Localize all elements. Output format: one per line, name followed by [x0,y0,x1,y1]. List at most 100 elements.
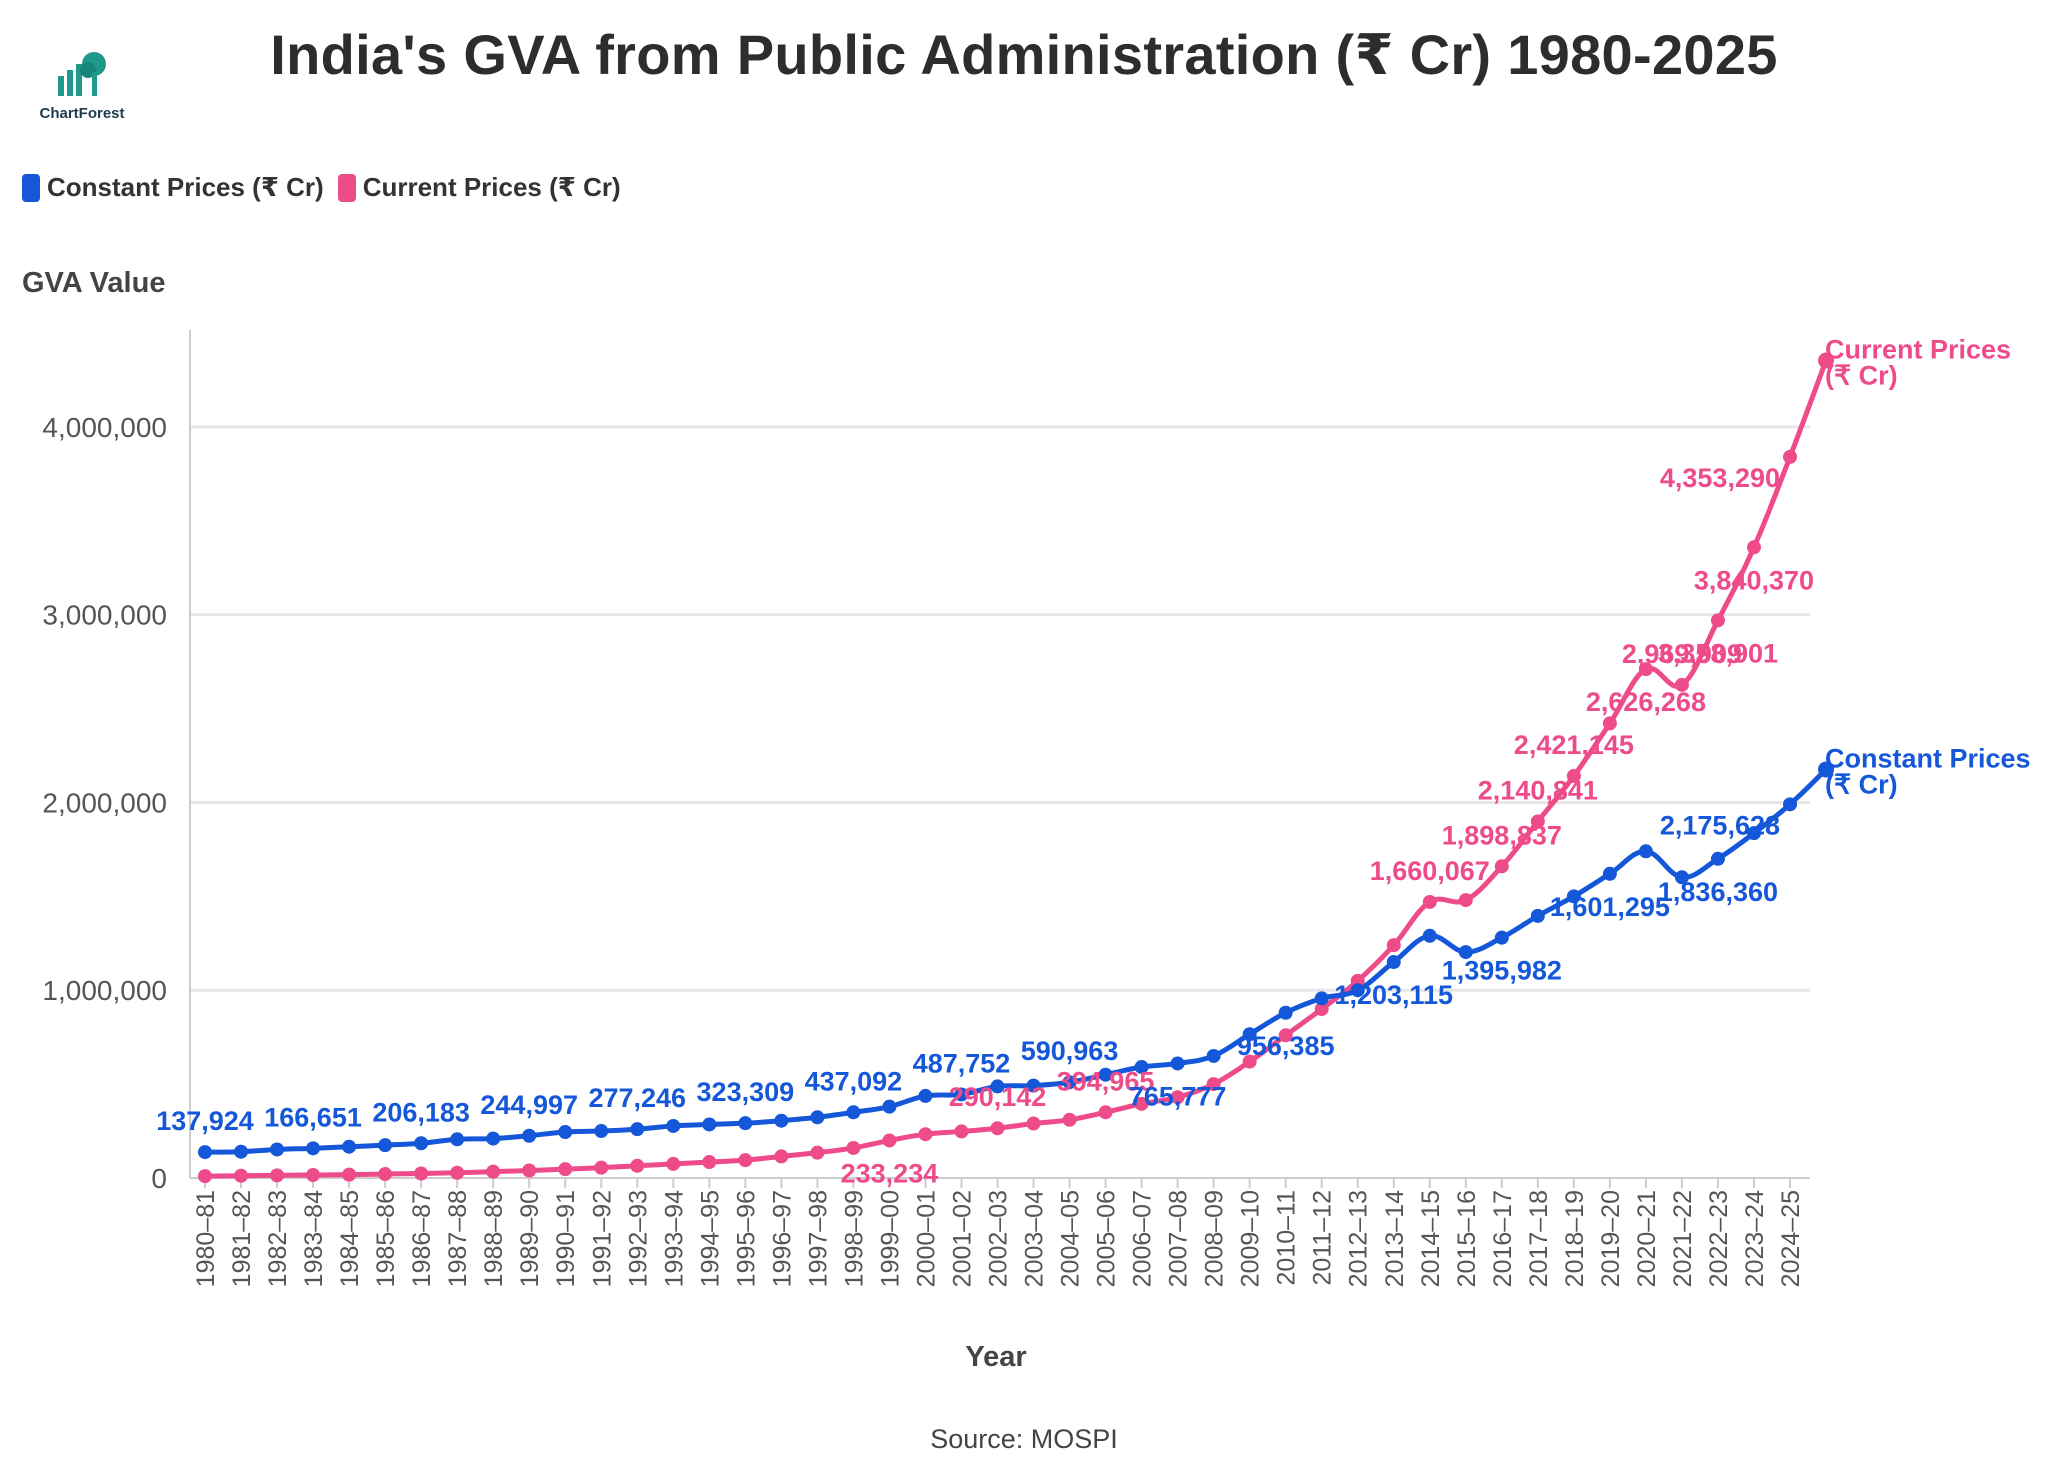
point-current[interactable] [846,1140,861,1155]
point-current[interactable] [522,1163,537,1178]
point-constant[interactable] [810,1110,825,1125]
point-current[interactable] [1602,716,1617,731]
point-constant[interactable] [342,1139,357,1154]
point-constant[interactable] [306,1141,321,1156]
point-constant[interactable] [1134,1060,1149,1075]
point-current[interactable] [450,1165,465,1180]
point-constant[interactable] [1206,1048,1221,1063]
point-current[interactable] [486,1164,501,1179]
point-current[interactable] [1098,1105,1113,1120]
point-current[interactable] [1206,1077,1221,1092]
point-constant[interactable] [1350,983,1365,998]
data-label-current: 2,969,909 [1622,639,1742,669]
point-constant[interactable] [1314,991,1329,1006]
point-constant[interactable] [738,1116,753,1131]
legend-item-constant[interactable]: Constant Prices (₹ Cr) [22,172,324,203]
point-current[interactable] [1818,352,1835,369]
point-current[interactable] [918,1127,933,1142]
point-current[interactable] [810,1145,825,1160]
point-constant[interactable] [270,1142,285,1157]
point-constant[interactable] [882,1099,897,1114]
point-constant[interactable] [1566,889,1581,904]
point-constant[interactable] [1242,1027,1257,1042]
point-current[interactable] [1134,1096,1149,1111]
point-current[interactable] [630,1158,645,1173]
point-current[interactable] [1710,613,1725,628]
point-current[interactable] [306,1167,321,1182]
point-current[interactable] [1746,540,1761,555]
point-constant[interactable] [1494,930,1509,945]
legend-item-current[interactable]: Current Prices (₹ Cr) [337,172,621,203]
point-current[interactable] [1566,768,1581,783]
point-current[interactable] [1530,814,1545,829]
point-constant[interactable] [1818,761,1835,778]
point-constant[interactable] [414,1136,429,1151]
point-constant[interactable] [1602,866,1617,881]
point-constant[interactable] [1062,1075,1077,1090]
point-current[interactable] [1422,894,1437,909]
point-constant[interactable] [630,1122,645,1137]
point-current[interactable] [954,1124,969,1139]
point-constant[interactable] [594,1124,609,1139]
point-current[interactable] [1242,1054,1257,1069]
point-current[interactable] [1386,938,1401,953]
point-constant[interactable] [1278,1005,1293,1020]
point-constant[interactable] [486,1131,501,1146]
point-current[interactable] [990,1121,1005,1136]
point-constant[interactable] [1530,908,1545,923]
point-constant[interactable] [198,1145,212,1160]
point-constant[interactable] [1746,826,1761,841]
point-current[interactable] [702,1155,717,1170]
y-axis-label: GVA Value [22,267,165,299]
point-current[interactable] [1062,1112,1077,1127]
point-current[interactable] [738,1153,753,1168]
point-constant[interactable] [450,1132,465,1147]
point-constant[interactable] [1710,851,1725,866]
point-current[interactable] [270,1168,285,1183]
point-constant[interactable] [378,1138,393,1153]
point-constant[interactable] [702,1117,717,1132]
point-constant[interactable] [1386,955,1401,970]
point-constant[interactable] [1458,945,1473,960]
point-current[interactable] [378,1167,393,1182]
point-current[interactable] [1458,893,1473,908]
point-current[interactable] [1674,677,1689,692]
point-constant[interactable] [234,1144,249,1159]
point-current[interactable] [1638,662,1653,677]
data-label-current: 3,840,370 [1694,565,1814,595]
point-current[interactable] [594,1160,609,1175]
point-current[interactable] [1026,1116,1041,1131]
point-current[interactable] [1278,1028,1293,1043]
point-current[interactable] [198,1169,212,1184]
point-current[interactable] [1170,1090,1185,1105]
point-constant[interactable] [522,1128,537,1143]
point-constant[interactable] [1026,1078,1041,1093]
point-constant[interactable] [666,1118,681,1133]
point-constant[interactable] [1170,1056,1185,1071]
point-current[interactable] [1494,859,1509,874]
point-current[interactable] [234,1168,249,1183]
point-constant[interactable] [1098,1067,1113,1082]
point-current[interactable] [666,1156,681,1171]
point-current[interactable] [342,1167,357,1182]
x-tick-label: 1985–86 [372,1190,400,1287]
point-constant[interactable] [954,1087,969,1102]
point-current[interactable] [1314,1002,1329,1016]
point-current[interactable] [558,1162,573,1177]
point-constant[interactable] [1422,928,1437,943]
point-current[interactable] [882,1133,897,1148]
point-current[interactable] [1783,449,1797,464]
y-tick-label: 0 [151,1163,167,1194]
point-constant[interactable] [1783,797,1797,812]
point-constant[interactable] [846,1105,861,1120]
point-constant[interactable] [918,1088,933,1103]
point-constant[interactable] [558,1124,573,1139]
point-current[interactable] [774,1149,789,1164]
point-constant[interactable] [990,1079,1005,1094]
x-tick-label: 1995–96 [732,1190,760,1287]
point-constant[interactable] [1674,870,1689,885]
point-current[interactable] [414,1166,429,1181]
point-constant[interactable] [774,1113,789,1128]
point-constant[interactable] [1638,844,1653,859]
